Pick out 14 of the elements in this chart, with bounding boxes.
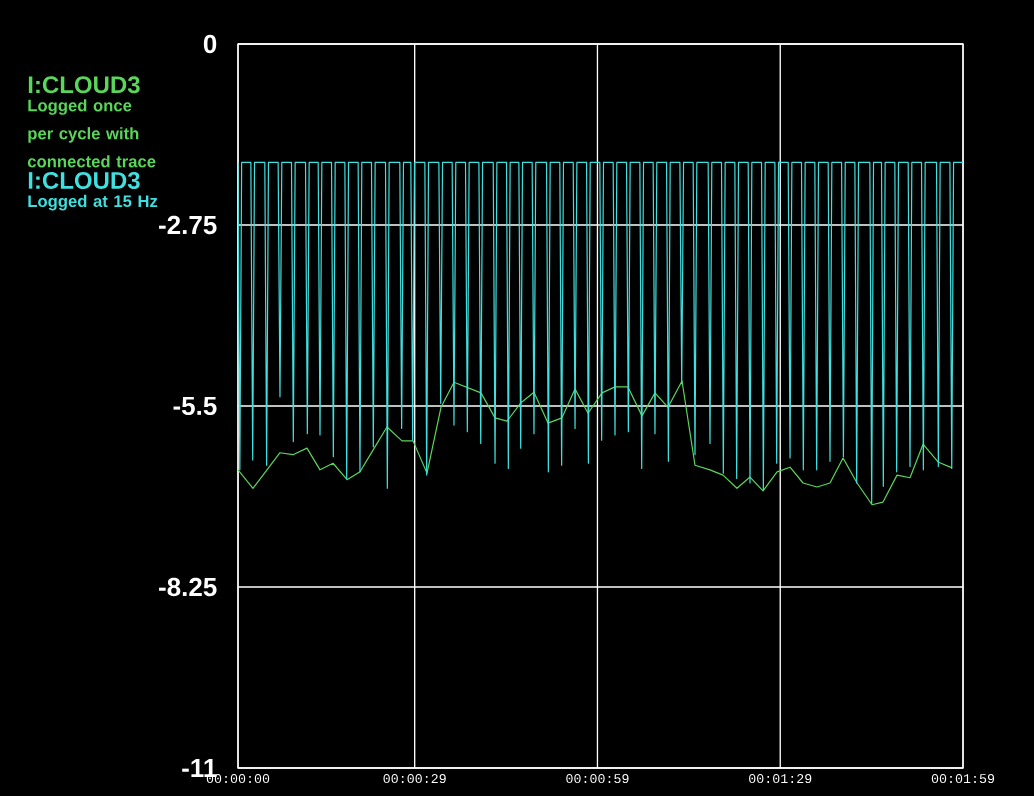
line-series: [238, 380, 953, 506]
y-tick-label: -8.25: [159, 577, 217, 597]
y-tick-label: 0: [203, 34, 217, 54]
x-tick-label: 00:01:29: [749, 774, 812, 784]
x-tick-label: 00:00:59: [566, 774, 629, 784]
x-tick-label: 00:00:29: [383, 774, 446, 784]
text: Logged at 15 Hz: [28, 194, 158, 211]
y-tick-label: -2.75: [159, 215, 217, 235]
line-series: [238, 161, 964, 505]
text: I:CLOUD3: [28, 76, 140, 94]
text: I:CLOUD3: [28, 171, 140, 189]
text: Logged once per cycle with connected trace: [27, 99, 156, 168]
x-tick-label: 00:01:59: [931, 774, 995, 784]
y-tick-label: -5.5: [173, 396, 217, 416]
